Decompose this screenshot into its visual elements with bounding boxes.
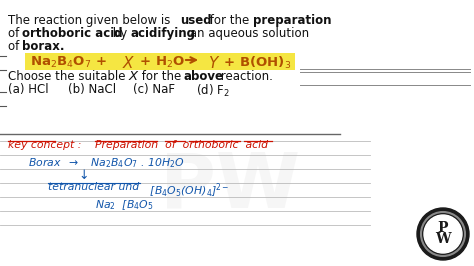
Text: $\mathit{Y}$: $\mathit{Y}$ [203,55,220,71]
Text: ↓: ↓ [78,169,89,182]
Text: $\mathit{X}$: $\mathit{X}$ [128,70,140,83]
Text: Preparation  of  orthoboric  acid: Preparation of orthoboric acid [95,140,268,150]
Text: key concept :: key concept : [8,140,82,150]
Text: an aqueous solution: an aqueous solution [186,27,309,40]
Text: used: used [180,14,211,27]
Text: + H$_2$O: + H$_2$O [135,55,185,70]
Circle shape [417,208,469,260]
Text: orthoboric acid: orthoboric acid [22,27,123,40]
Text: Na$_2$  [B$_4$O$_5$: Na$_2$ [B$_4$O$_5$ [95,198,154,212]
Text: acidifying: acidifying [131,27,196,40]
Text: (a) HCl: (a) HCl [8,83,49,96]
Text: above: above [184,70,224,83]
Text: reaction.: reaction. [217,70,273,83]
Text: [B$_4$O$_5$(OH)$_4$]$^{2-}$: [B$_4$O$_5$(OH)$_4$]$^{2-}$ [143,182,229,200]
Text: Choose the suitable: Choose the suitable [8,70,129,83]
Text: for the: for the [138,70,185,83]
Text: PW: PW [160,149,300,223]
Text: $\mathit{X}$: $\mathit{X}$ [122,55,136,71]
Text: (b) NaCl: (b) NaCl [68,83,116,96]
Text: W: W [435,232,451,246]
Text: (c) NaF: (c) NaF [133,83,175,96]
Circle shape [424,215,462,253]
Text: (d) F$_2$: (d) F$_2$ [196,83,230,99]
Text: tetranuclear und: tetranuclear und [48,182,139,192]
Text: of: of [8,40,23,53]
Text: Na$_2$B$_4$O$_7$ +: Na$_2$B$_4$O$_7$ + [30,55,108,70]
FancyBboxPatch shape [25,53,295,70]
Text: + B(OH)$_3$: + B(OH)$_3$ [219,55,291,71]
Text: preparation: preparation [253,14,331,27]
Text: borax.: borax. [22,40,64,53]
Text: by: by [109,27,131,40]
Text: of: of [8,27,23,40]
Text: P: P [438,221,448,235]
Text: for the: for the [206,14,253,27]
Text: The reaction given below is: The reaction given below is [8,14,174,27]
Text: Borax  $\rightarrow$   Na$_2$B$_4$O$_7$ . 10H$_2$O: Borax $\rightarrow$ Na$_2$B$_4$O$_7$ . 1… [28,156,185,170]
